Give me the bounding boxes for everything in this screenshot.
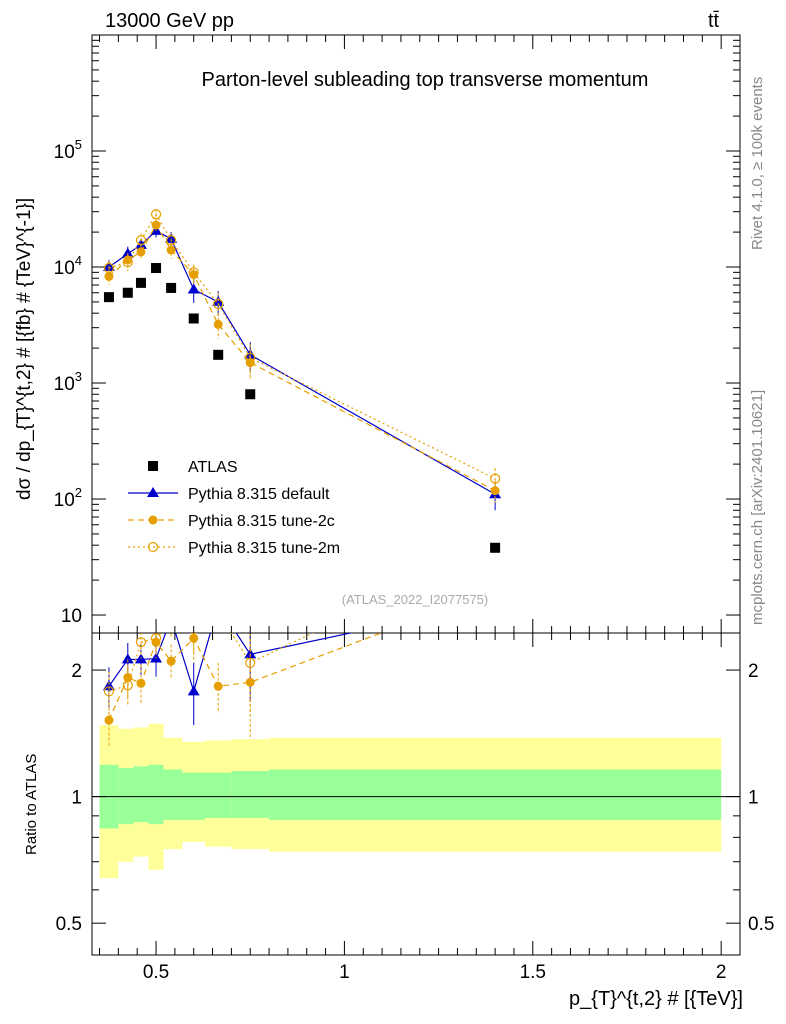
inner-band (163, 769, 183, 820)
series-line (108, 223, 496, 492)
inner-band (269, 769, 722, 820)
y-tick-label: 10 (61, 606, 82, 627)
source-label: mcplots.cern.ch [arXiv:2401.10621] (749, 390, 766, 625)
data-point (490, 542, 501, 553)
y-axis-label: dσ / dp_{T}^{t,2} # [{fb} # {TeV}^{-1}] (14, 198, 35, 500)
x-tick-label: 1.5 (520, 962, 546, 983)
legend-label: Pythia 8.315 tune-2m (188, 540, 340, 557)
data-point (122, 287, 133, 298)
data-point (213, 298, 224, 310)
data-point (165, 232, 178, 243)
ratio-point (151, 637, 161, 647)
x-tick-label: 1 (339, 962, 350, 983)
ratio-point (135, 637, 147, 648)
analysis-label: (ATLAS_2022_I2077575) (342, 592, 488, 607)
data-point (121, 247, 134, 258)
data-point (136, 247, 146, 257)
legend-label: Pythia 8.315 tune-2c (188, 513, 335, 530)
y-tick-label: 102 (54, 485, 82, 511)
rivet-label: Rivet 4.1.0, ≥ 100k events (749, 77, 766, 250)
ratio-point (187, 685, 200, 696)
data-point (245, 352, 256, 363)
x-tick-label: 0.5 (143, 962, 169, 983)
data-point (135, 235, 147, 246)
energy-label: 13000 GeV pp (105, 10, 234, 32)
data-point (103, 292, 114, 303)
ratio-series-line (108, 633, 383, 721)
data-point (188, 313, 199, 324)
ratio-point (167, 618, 176, 627)
data-point (213, 319, 223, 329)
y-tick-label: 105 (54, 137, 82, 163)
data-point (166, 235, 177, 246)
ratio-series-line (108, 633, 354, 694)
ratio-point (189, 633, 199, 643)
data-point (150, 224, 163, 235)
ratio-y-tick-label-right: 0.5 (748, 914, 774, 935)
ratio-point (212, 599, 224, 609)
legend-label: ATLAS (188, 459, 238, 476)
ratio-point (213, 681, 223, 691)
ratio-point (150, 633, 162, 644)
y-tick-label: 103 (54, 369, 82, 395)
data-point (166, 245, 176, 255)
series-line (108, 213, 496, 480)
ratio-point (122, 680, 133, 691)
ratio-y-tick-label: 2 (71, 661, 82, 682)
series-line (108, 230, 496, 495)
legend-label: Pythia 8.315 default (188, 486, 330, 503)
main-plot: Parton-level subleading top transverse m… (14, 34, 741, 634)
chart-title: Parton-level subleading top transverse m… (202, 69, 649, 91)
ratio-y-tick-label-right: 1 (748, 788, 759, 809)
data-point (490, 473, 501, 484)
ratio-frame (91, 632, 741, 956)
legend: ATLAS Pythia 8.315 default Pythia 8.315 tu… (128, 459, 340, 557)
x-tick-label: 2 (716, 962, 727, 983)
x-axis-label: p_{T}^{t,2} # [{TeV}] (569, 988, 743, 1010)
ratio-point (121, 653, 134, 664)
data-point (213, 349, 224, 360)
ratio-point (214, 607, 223, 616)
ratio-point (491, 586, 500, 595)
ratio-point (104, 715, 114, 725)
ratio-point (166, 656, 176, 666)
inner-band (133, 766, 149, 823)
y-tick-label: 104 (54, 253, 82, 279)
inner-band (118, 767, 134, 825)
data-point (212, 295, 225, 306)
ratio-y-tick-label-right: 2 (748, 661, 759, 682)
data-point (122, 257, 133, 268)
data-point (187, 283, 200, 294)
legend-marker (147, 487, 159, 497)
ratio-y-tick-label: 0.5 (56, 914, 82, 935)
ratio-point (103, 686, 115, 697)
process-label: tt̄ (708, 10, 720, 32)
ratio-y-label: Ratio to ATLAS (23, 754, 40, 855)
data-point (151, 263, 162, 274)
legend-marker (147, 541, 159, 553)
data-point (135, 277, 146, 288)
ratio-point (190, 633, 198, 635)
ratio-plot: 0.5 0.5 1 1 2 2 0.5 1 1.5 2 Ratio to ATLAS p_{T}^… (23, 586, 774, 1010)
ratio-point (245, 677, 255, 687)
ratio-point (136, 678, 146, 688)
legend-marker (148, 515, 158, 525)
inner-band (205, 772, 232, 818)
ratio-point (165, 613, 177, 623)
legend-marker (148, 461, 158, 471)
ratio-series-line (108, 633, 315, 692)
ratio-point (489, 596, 501, 606)
inner-band (148, 764, 164, 825)
data-point (151, 220, 161, 230)
ratio-point (245, 657, 256, 668)
ratio-point (244, 648, 257, 659)
data-point (150, 209, 162, 220)
data-point (166, 282, 177, 293)
inner-band (231, 771, 270, 818)
data-point (188, 267, 199, 278)
ratio-y-tick-label: 1 (71, 788, 82, 809)
data-point (245, 389, 256, 400)
data-point (103, 262, 115, 274)
